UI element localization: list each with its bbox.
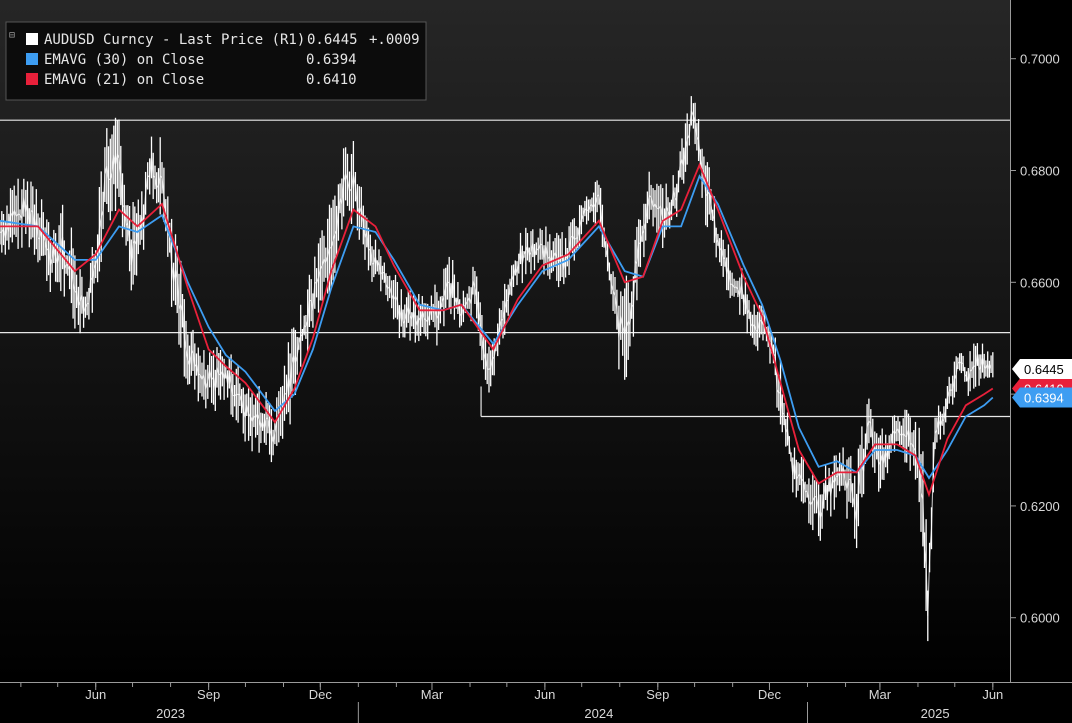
legend: ⊟ AUDUSD Curncy - Last Price (R1) 0.6445 +.… bbox=[5, 21, 427, 101]
legend-box bbox=[5, 21, 427, 101]
x-tick-label: Jun bbox=[85, 687, 106, 702]
y-tick-label: 0.6600 bbox=[1020, 275, 1060, 290]
price-series bbox=[0, 96, 994, 642]
x-tick-label: Dec bbox=[758, 687, 782, 702]
legend-swatch bbox=[26, 33, 38, 45]
x-tick-label: Mar bbox=[421, 687, 444, 702]
year-label: 2025 bbox=[921, 706, 950, 721]
last-price-tag: 0.6445 bbox=[1012, 358, 1072, 379]
legend-swatch bbox=[26, 53, 38, 65]
legend-swatch bbox=[26, 73, 38, 85]
ema-30-tag-shape bbox=[1012, 387, 1072, 408]
y-tick-label: 0.6000 bbox=[1020, 611, 1060, 626]
year-label: 2023 bbox=[156, 706, 185, 721]
last-price-tag-label: 0.6445 bbox=[1024, 362, 1064, 377]
year-label: 2024 bbox=[584, 706, 613, 721]
legend-change: +.0009 bbox=[369, 32, 420, 48]
x-tick-label: Dec bbox=[309, 687, 333, 702]
x-tick-label: Sep bbox=[646, 687, 669, 702]
ema-30-line bbox=[0, 174, 994, 480]
ema-series bbox=[0, 162, 994, 498]
ema-30-tag-label: 0.6394 bbox=[1024, 390, 1064, 405]
plot-background bbox=[0, 0, 1010, 682]
legend-label: EMAVG (21) on Close bbox=[44, 72, 204, 88]
legend-value: 0.6394 bbox=[306, 52, 357, 68]
ema-30-tag: 0.6394 bbox=[1012, 387, 1072, 408]
x-tick-label: Jun bbox=[534, 687, 555, 702]
ema-21-line bbox=[0, 162, 994, 498]
x-tick-label: Mar bbox=[869, 687, 892, 702]
legend-label: EMAVG (30) on Close bbox=[44, 52, 204, 68]
y-tick-label: 0.7000 bbox=[1020, 52, 1060, 67]
legend-collapse-icon: ⊟ bbox=[9, 30, 15, 41]
last-price-tag-shape bbox=[1012, 358, 1072, 379]
x-tick-label: Sep bbox=[197, 687, 220, 702]
x-axis-panel bbox=[0, 682, 1072, 723]
y-tick-label: 0.6200 bbox=[1020, 499, 1060, 514]
legend-value: 0.6410 bbox=[306, 72, 357, 88]
legend-value: 0.6445 bbox=[307, 32, 358, 48]
x-tick-label: Jun bbox=[982, 687, 1003, 702]
legend-label: AUDUSD Curncy - Last Price (R1) bbox=[44, 32, 305, 48]
y-tick-label: 0.6800 bbox=[1020, 164, 1060, 179]
